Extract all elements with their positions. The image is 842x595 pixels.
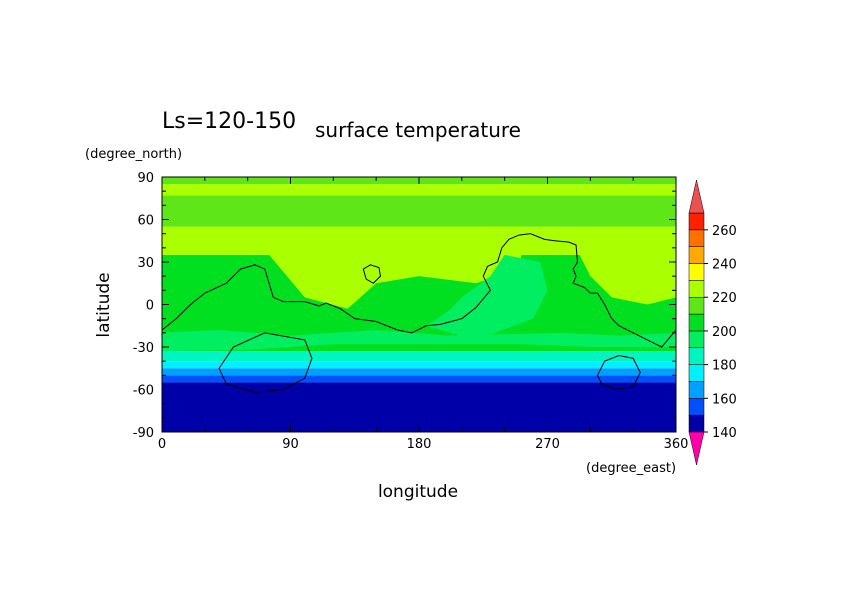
temperature-region bbox=[247, 226, 527, 309]
colorbar-high-extend bbox=[688, 179, 705, 214]
colorbar-tick-label: 220 bbox=[712, 291, 737, 306]
colorbar-swatch bbox=[688, 381, 705, 399]
colorbar-swatch bbox=[688, 280, 705, 298]
axes: 0 90 180 270 360 -90 -60 -30 0 30 60 90 bbox=[133, 171, 689, 452]
x-tick-label: 0 bbox=[158, 437, 166, 452]
y-unit-label: (degree_north) bbox=[85, 147, 182, 162]
x-tick-label: 270 bbox=[535, 437, 560, 452]
latitude-band bbox=[162, 361, 676, 369]
chart-title: surface temperature bbox=[315, 118, 521, 142]
x-axis-label: longitude bbox=[378, 482, 458, 502]
latitude-band bbox=[162, 375, 676, 383]
colorbar-swatch bbox=[688, 364, 705, 382]
colorbar-swatch bbox=[688, 313, 705, 332]
y-tick-label: -30 bbox=[133, 341, 154, 356]
contour-lines bbox=[162, 233, 676, 393]
colorbar-swatch bbox=[688, 347, 705, 365]
y-tick-label: 90 bbox=[137, 171, 154, 186]
colorbar-swatch bbox=[688, 330, 705, 349]
colorbar-tick-label: 200 bbox=[712, 325, 737, 340]
y-tick-label: -90 bbox=[133, 426, 154, 441]
y-axis-label: latitude bbox=[94, 272, 114, 337]
colorbar-tick-label: 180 bbox=[712, 359, 737, 374]
temperature-region bbox=[576, 226, 676, 305]
contour-line bbox=[362, 264, 381, 284]
x-unit-label: (degree_east) bbox=[586, 461, 676, 476]
temperature-region bbox=[162, 330, 676, 352]
y-tick-label: 30 bbox=[137, 256, 154, 271]
colorbar-swatch bbox=[688, 398, 705, 416]
latitude-band bbox=[162, 368, 676, 376]
latitude-band bbox=[162, 382, 676, 432]
colorbar-tick-label: 140 bbox=[712, 426, 737, 441]
y-tick-label: -60 bbox=[133, 384, 154, 399]
contour-line bbox=[162, 233, 676, 348]
x-tick-label: 360 bbox=[664, 437, 689, 452]
y-tick-label: 0 bbox=[146, 299, 154, 314]
contour-line bbox=[596, 354, 641, 391]
colorbar-tick-label: 240 bbox=[712, 258, 737, 273]
x-tick-label: 90 bbox=[282, 437, 299, 452]
colorbar-swatch bbox=[688, 296, 705, 315]
colorbar-swatch bbox=[688, 263, 705, 281]
x-tick-label: 180 bbox=[407, 437, 432, 452]
colorbar-tick-label: 160 bbox=[712, 392, 737, 407]
period-label: Ls=120-150 bbox=[162, 109, 296, 134]
heatmap-fill bbox=[162, 177, 676, 432]
temperature-region bbox=[426, 254, 548, 340]
colorbar-swatch bbox=[688, 229, 705, 247]
contour-line bbox=[218, 332, 313, 393]
y-tick-label: 60 bbox=[137, 214, 154, 229]
latitude-band bbox=[162, 184, 676, 196]
colorbar-tick-label: 260 bbox=[712, 224, 737, 239]
latitude-band bbox=[162, 351, 676, 362]
colorbar-swatch bbox=[688, 246, 705, 264]
colorbar-swatch bbox=[688, 212, 705, 231]
colorbar-swatch bbox=[688, 414, 705, 433]
colorbar-low-extend bbox=[688, 431, 705, 466]
latitude-band bbox=[162, 195, 676, 227]
colorbar: 140 160 180 200 220 240 260 bbox=[688, 179, 737, 466]
